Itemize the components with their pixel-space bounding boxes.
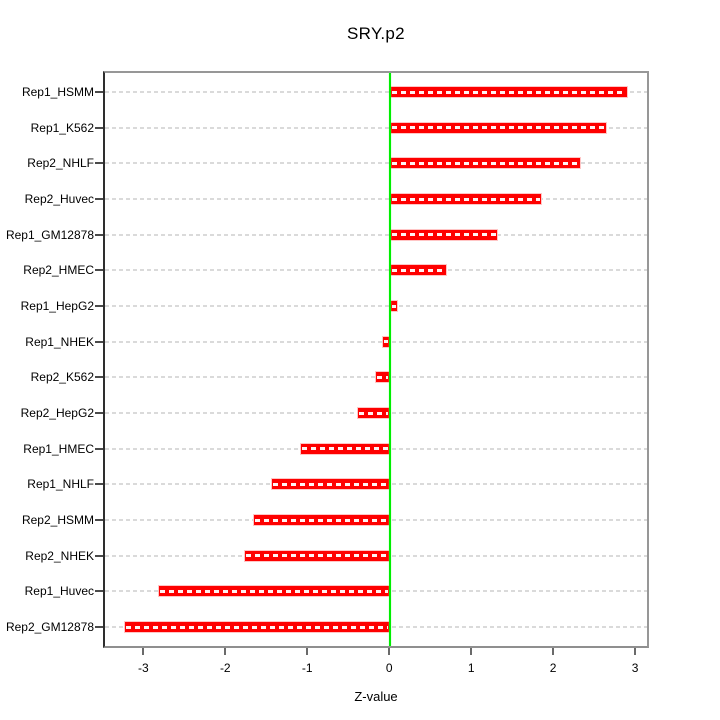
bar xyxy=(390,264,447,277)
x-axis-title: Z-value xyxy=(354,689,398,704)
gridline xyxy=(105,198,647,200)
bar xyxy=(390,193,542,205)
y-tick xyxy=(95,626,103,628)
bar-dash-pattern xyxy=(392,304,396,308)
bar-dash-pattern xyxy=(160,589,389,593)
x-tick xyxy=(552,648,555,655)
bar-dash-pattern xyxy=(302,447,389,451)
bar-dash-pattern xyxy=(392,90,626,94)
gridline xyxy=(105,233,647,236)
y-tick xyxy=(95,483,103,486)
gridline xyxy=(105,269,647,272)
bar xyxy=(158,585,391,598)
bar xyxy=(300,442,391,455)
bar xyxy=(357,407,391,419)
y-tick xyxy=(95,376,103,379)
y-axis-label: Rep2_GM12878 xyxy=(5,620,94,634)
y-tick xyxy=(95,305,103,307)
x-tick-label: -3 xyxy=(137,661,149,675)
y-tick xyxy=(95,412,103,414)
bar xyxy=(390,86,628,98)
bar xyxy=(244,549,391,562)
x-tick xyxy=(634,648,637,655)
x-tick xyxy=(388,648,391,655)
bar-dash-pattern xyxy=(359,411,389,415)
bar xyxy=(390,157,582,170)
y-axis-label: Rep1_K562 xyxy=(30,120,94,135)
bar xyxy=(390,300,398,312)
x-tick-label: 3 xyxy=(631,661,639,675)
x-tick-label: -1 xyxy=(301,661,313,675)
y-tick xyxy=(95,447,103,450)
y-tick xyxy=(95,198,103,200)
chart-title: SRY.p2 xyxy=(347,24,405,43)
bar xyxy=(390,121,608,134)
y-axis-label: Rep2_K562 xyxy=(30,370,94,385)
y-axis-label: Rep1_HMEC xyxy=(23,441,94,456)
y-tick xyxy=(95,554,103,557)
y-tick xyxy=(95,340,103,343)
x-tick xyxy=(224,648,227,655)
y-tick xyxy=(95,519,103,521)
bar xyxy=(271,478,391,491)
bar xyxy=(253,514,391,526)
bar-dash-pattern xyxy=(377,375,389,379)
y-axis-label: Rep2_HepG2 xyxy=(20,406,94,420)
bar-dash-pattern xyxy=(246,554,389,558)
y-axis-label: Rep1_HSMM xyxy=(21,85,94,99)
bar xyxy=(375,371,391,384)
y-axis-label: Rep2_HSMM xyxy=(21,513,94,527)
y-axis-label: Rep2_NHLF xyxy=(27,156,94,171)
bar-dash-pattern xyxy=(384,340,389,344)
bar xyxy=(123,621,391,633)
y-axis-label: Rep2_Huvec xyxy=(24,192,94,206)
x-tick-label: 0 xyxy=(385,661,393,675)
y-tick xyxy=(95,162,103,165)
bar-dash-pattern xyxy=(273,482,389,486)
bar xyxy=(390,228,499,241)
gridline xyxy=(105,162,647,165)
y-axis-label: Rep2_HMEC xyxy=(23,263,94,278)
y-axis-label: Rep1_NHEK xyxy=(25,334,94,349)
gridline xyxy=(105,305,647,307)
x-tick-label: -2 xyxy=(219,661,231,675)
x-tick-label: 1 xyxy=(467,661,475,675)
x-tick-label: 2 xyxy=(549,661,557,675)
x-tick xyxy=(306,648,309,655)
gridline xyxy=(105,340,647,343)
x-tick xyxy=(470,648,473,655)
bar-dash-pattern xyxy=(255,518,389,522)
y-axis-label: Rep2_NHEK xyxy=(25,548,94,563)
y-axis-label: Rep1_Huvec xyxy=(24,584,94,599)
y-tick xyxy=(95,91,103,93)
bar-dash-pattern xyxy=(392,268,445,272)
zero-line xyxy=(389,73,392,646)
y-tick xyxy=(95,269,103,272)
bar-dash-pattern xyxy=(392,233,497,237)
gridline xyxy=(105,91,647,93)
bar-dash-pattern xyxy=(125,625,389,629)
bar-dash-pattern xyxy=(392,126,606,130)
y-tick xyxy=(95,590,103,593)
y-tick xyxy=(95,233,103,236)
gridline xyxy=(105,126,647,129)
y-axis-label: Rep1_NHLF xyxy=(27,477,94,492)
plot-panel xyxy=(103,71,649,648)
y-axis-label: Rep1_GM12878 xyxy=(5,227,94,242)
x-tick xyxy=(142,648,145,655)
y-axis-label: Rep1_HepG2 xyxy=(20,299,94,313)
y-tick xyxy=(95,126,103,129)
bar-dash-pattern xyxy=(392,161,580,165)
bar-dash-pattern xyxy=(392,197,540,201)
